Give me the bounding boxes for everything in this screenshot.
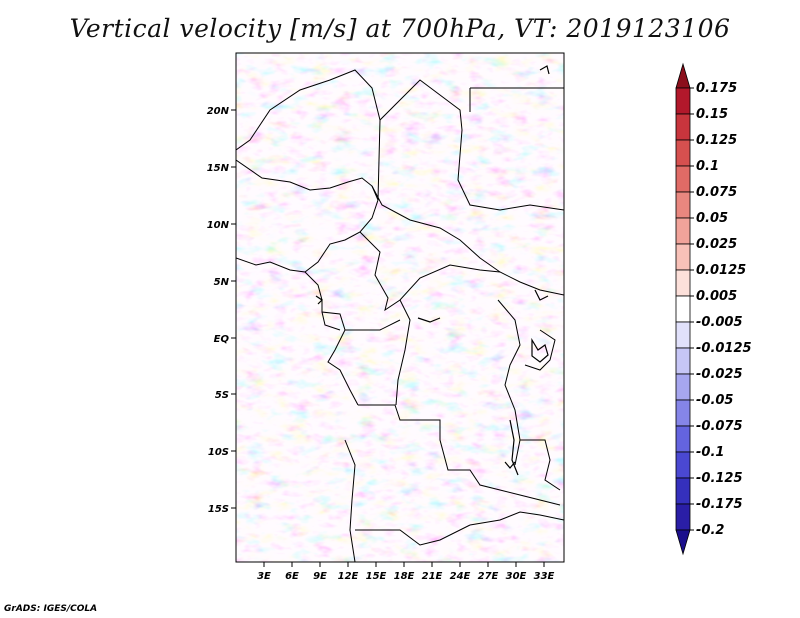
colorbar-swatch — [675, 217, 691, 245]
lakes — [315, 65, 550, 476]
lon-label: 12E — [338, 571, 359, 582]
colorbar-swatch — [675, 347, 691, 375]
lon-label: 27E — [478, 571, 499, 582]
colorbar-label: -0.025 — [696, 367, 743, 382]
colorbar-label: -0.175 — [696, 497, 743, 512]
colorbar-label: 0.0125 — [696, 263, 746, 278]
colorbar-label: 0.15 — [696, 107, 728, 122]
colorbar-swatch — [675, 139, 691, 167]
colorbar-label: 0.125 — [696, 133, 737, 148]
colorbar-swatch — [675, 399, 691, 427]
lat-label: EQ — [214, 334, 230, 345]
lon-label: 3E — [257, 571, 271, 582]
colorbar-label: 0.025 — [696, 237, 737, 252]
colorbar-swatch — [675, 269, 691, 297]
colorbar-label: -0.125 — [696, 471, 743, 486]
map-title: Vertical velocity [m/s] at 700hPa, VT: 2… — [69, 14, 731, 43]
lat-label: 5S — [215, 390, 229, 401]
colorbar-label: 0.075 — [696, 185, 737, 200]
lon-label: 30E — [506, 571, 527, 582]
vertical-velocity-field — [236, 53, 564, 562]
colorbar-swatch — [675, 87, 691, 115]
colorbar-label: -0.075 — [696, 419, 743, 434]
colorbar-swatch — [675, 191, 691, 219]
colorbar-label: 0.005 — [696, 289, 737, 304]
colorbar-label: -0.0125 — [696, 341, 752, 356]
lon-label: 24E — [450, 571, 471, 582]
lat-label: 15S — [208, 504, 229, 515]
colorbar-label: -0.05 — [696, 393, 733, 408]
colorbar-label: -0.1 — [696, 445, 724, 460]
colorbar-swatch — [675, 113, 691, 141]
lat-label: 10N — [207, 220, 230, 231]
lat-label: 5N — [214, 277, 230, 288]
colorbar-swatch — [675, 295, 691, 323]
map-frame — [235, 52, 565, 563]
colorbar: 0.175 0.15 0.125 0.1 0.075 0.05 0.025 0.0125 0.0… — [675, 62, 752, 556]
lon-label: 33E — [534, 571, 555, 582]
lon-label: 18E — [394, 571, 415, 582]
colorbar-label: 0.1 — [696, 159, 719, 174]
colorbar-swatch — [675, 503, 691, 531]
colorbar-swatch — [675, 477, 691, 505]
lon-label: 6E — [285, 571, 299, 582]
lat-label: 10S — [208, 447, 229, 458]
latitude-axis: 20N 15N 10N 5N EQ 5S 10S 15S — [207, 106, 236, 515]
country-borders — [236, 69, 564, 562]
colorbar-label: 0.175 — [696, 81, 737, 96]
colorbar-label: 0.05 — [696, 211, 728, 226]
lon-label: 21E — [422, 571, 443, 582]
colorbar-swatch — [675, 425, 691, 453]
colorbar-swatch — [675, 321, 691, 349]
colorbar-swatch — [675, 373, 691, 401]
longitude-axis: 3E 6E 9E 12E 15E 18E 21E 24E 27E 30E 33E — [257, 562, 555, 582]
colorbar-top-arrow — [675, 62, 691, 89]
colorbar-bottom-arrow — [675, 529, 691, 556]
colorbar-label: -0.005 — [696, 315, 743, 330]
colorbar-swatch — [675, 451, 691, 479]
lon-label: 9E — [313, 571, 327, 582]
lat-label: 15N — [207, 163, 230, 174]
colorbar-swatch — [675, 243, 691, 271]
colorbar-label: -0.2 — [696, 523, 724, 538]
lon-label: 15E — [366, 571, 387, 582]
lat-label: 20N — [207, 106, 230, 117]
colorbar-swatch — [675, 165, 691, 193]
grads-credit: GrADS: IGES/COLA — [4, 604, 98, 614]
